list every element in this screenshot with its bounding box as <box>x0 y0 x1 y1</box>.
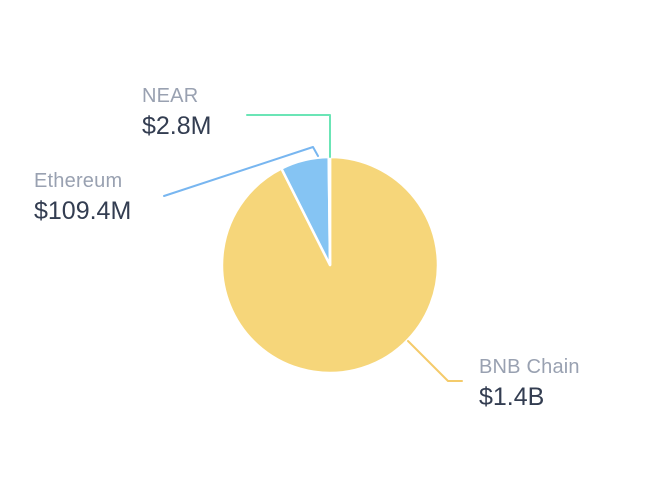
bnb-chain-label: BNB Chain <box>479 356 580 378</box>
near-label: NEAR <box>142 85 199 107</box>
ethereum-value: $109.4M <box>34 197 132 225</box>
pie-slices <box>220 155 440 375</box>
near-leader-line <box>246 114 331 158</box>
bnb-chain-leader-line <box>407 340 463 382</box>
ethereum-label: Ethereum <box>34 170 123 192</box>
bnb-chain-value: $1.4B <box>479 383 545 411</box>
pie-slice-near[interactable] <box>327 155 332 267</box>
ethereum-leader-line <box>163 146 319 197</box>
near-callout: NEAR $2.8M <box>142 84 211 141</box>
bnb-chain-callout: BNB Chain $1.4B <box>479 355 580 412</box>
near-value: $2.8M <box>142 112 212 140</box>
ethereum-callout: Ethereum $109.4M <box>34 169 131 226</box>
